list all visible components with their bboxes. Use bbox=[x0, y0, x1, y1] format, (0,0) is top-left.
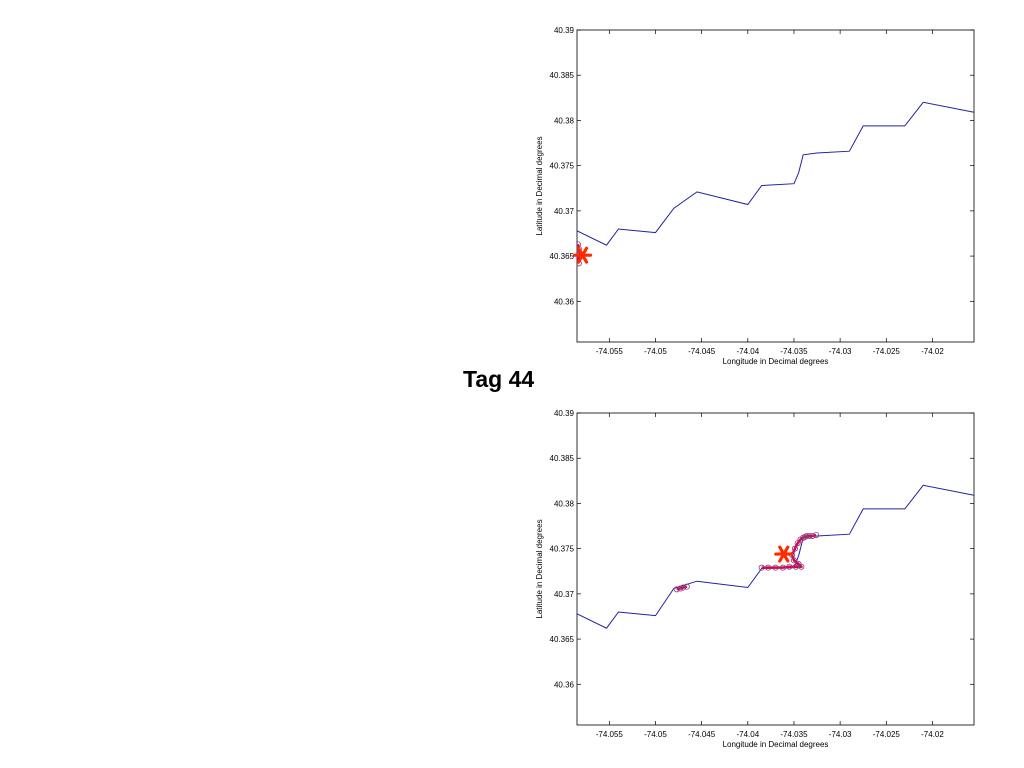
x-tick-label: -74.035 bbox=[780, 347, 808, 356]
plot-1: -74.055 -74.05 -74.045 -74.04 -74.035 -74.03 -… bbox=[535, 409, 975, 749]
x-tick-label: -74.055 bbox=[596, 730, 624, 739]
y-tick-label: 40.385 bbox=[550, 71, 575, 80]
x-tick-label: -74.05 bbox=[644, 347, 667, 356]
y-tick-label: 40.36 bbox=[554, 297, 575, 306]
x-tick-label: -74.025 bbox=[873, 730, 901, 739]
y-tick-label: 40.375 bbox=[550, 162, 575, 171]
y-tick-label: 40.365 bbox=[550, 252, 575, 261]
y-tick-label: 40.36 bbox=[554, 680, 575, 689]
y-tick-label: 40.38 bbox=[554, 116, 575, 125]
x-tick-label: -74.04 bbox=[736, 730, 759, 739]
x-tick-label: -74.03 bbox=[829, 730, 852, 739]
y-tick-label: 40.375 bbox=[550, 545, 575, 554]
track-point bbox=[795, 561, 802, 568]
y-tick-label: 40.385 bbox=[550, 454, 575, 463]
axes-box bbox=[576, 29, 975, 343]
track-point bbox=[673, 586, 680, 593]
x-tick-label: -74.02 bbox=[921, 347, 944, 356]
star-stroke bbox=[778, 545, 790, 563]
x-tick-label: -74.02 bbox=[921, 730, 944, 739]
x-tick-label: -74.035 bbox=[780, 730, 808, 739]
x-tick-label: -74.025 bbox=[873, 347, 901, 356]
axes-box bbox=[576, 412, 975, 726]
track-point bbox=[813, 532, 820, 539]
track-point bbox=[677, 585, 684, 592]
tag-label: Tag 44 bbox=[463, 366, 535, 392]
y-axis-label: Latitude in Decimal degrees bbox=[535, 519, 544, 618]
y-axis-label: Latitude in Decimal degrees bbox=[535, 136, 544, 235]
track-point bbox=[680, 584, 687, 591]
x-tick-label: -74.055 bbox=[596, 347, 624, 356]
track-point bbox=[806, 532, 813, 539]
track-point bbox=[786, 563, 793, 570]
x-tick-label: -74.045 bbox=[688, 347, 716, 356]
track-point bbox=[790, 557, 797, 564]
x-axis-label: Longitude in Decimal degrees bbox=[723, 740, 829, 749]
track-point bbox=[791, 545, 798, 552]
x-tick-label: -74.04 bbox=[736, 347, 759, 356]
x-tick-label: -74.05 bbox=[644, 730, 667, 739]
track-line bbox=[676, 585, 688, 591]
track-point bbox=[758, 564, 765, 571]
y-tick-label: 40.365 bbox=[550, 635, 575, 644]
star-marker bbox=[774, 545, 794, 563]
track-point bbox=[683, 583, 690, 590]
y-tick-label: 40.37 bbox=[554, 207, 575, 216]
star-stroke bbox=[576, 246, 589, 264]
y-tick-label: 40.39 bbox=[554, 409, 575, 418]
y-tick-label: 40.39 bbox=[554, 26, 575, 35]
track-point bbox=[765, 564, 772, 571]
x-tick-label: -74.045 bbox=[688, 730, 716, 739]
y-tick-label: 40.37 bbox=[554, 590, 575, 599]
coastline-line bbox=[577, 101, 974, 246]
x-axis-label: Longitude in Decimal degrees bbox=[723, 357, 829, 366]
y-tick-label: 40.38 bbox=[554, 499, 575, 508]
x-tick-label: -74.03 bbox=[829, 347, 852, 356]
track-point bbox=[772, 564, 779, 571]
star-marker bbox=[572, 246, 593, 264]
track-point bbox=[809, 532, 816, 539]
track-point bbox=[779, 564, 786, 571]
plot-0: -74.055 -74.05 -74.045 -74.04 -74.035 -74.03 -… bbox=[535, 26, 975, 366]
